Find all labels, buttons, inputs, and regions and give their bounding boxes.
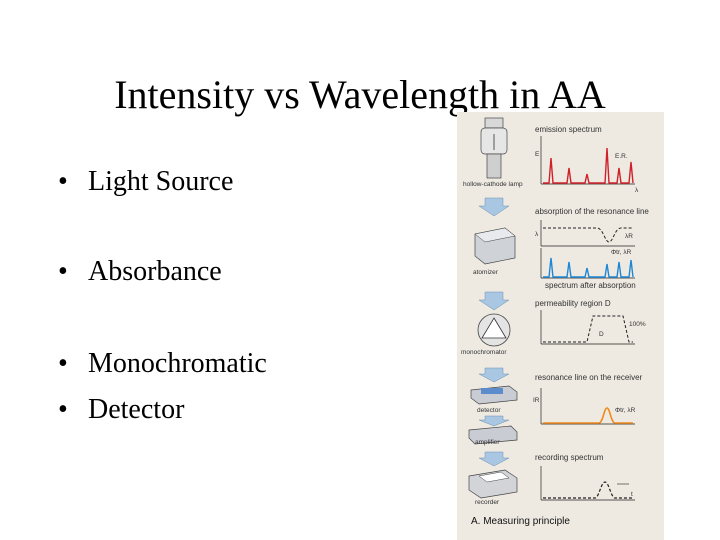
label-atomizer: atomizer (473, 269, 499, 276)
bullet-text: Detector (88, 394, 185, 425)
slide-title: Intensity vs Wavelength in AA (114, 72, 606, 117)
bullet-monochromatic: • Monochromatic (58, 347, 267, 381)
aa-measuring-principle-figure: hollow-cathode lamp atomizer monochromat… (457, 112, 664, 540)
label-phi-tr: Φtr, λR (611, 249, 632, 256)
panel-title-emission: emission spectrum (535, 125, 602, 134)
arrow-down-icon (478, 451, 510, 467)
bullet-absorbance: • Absorbance (58, 255, 222, 289)
axis-label-e: E (535, 151, 540, 158)
amplifier-icon (468, 425, 518, 445)
hollow-cathode-lamp-icon (480, 117, 508, 179)
label-er: E.R. (615, 153, 628, 160)
axis-label-ir: IR (533, 397, 540, 404)
recorder-icon (468, 469, 518, 499)
label-amplifier: amplifier (475, 439, 500, 446)
bullet-marker: • (58, 166, 68, 197)
bullet-detector: • Detector (58, 393, 184, 427)
panel-title-absorption: absorption of the resonance line (535, 207, 649, 216)
label-detector: detector (477, 407, 501, 414)
axis-label-lambda-2: λ (535, 231, 539, 238)
panel-title-receiver: resonance line on the receiver (535, 373, 643, 382)
label-recorder: recorder (475, 499, 500, 506)
bullet-light-source: • Light Source (58, 165, 233, 199)
arrow-down-icon (478, 197, 510, 217)
bullet-text: Light Source (88, 166, 234, 197)
arrow-down-icon (478, 291, 510, 311)
bullet-marker: • (58, 394, 68, 425)
label-100-percent: 100% (629, 321, 646, 328)
bullet-marker: • (58, 256, 68, 287)
panel-title-recording: recording spectrum (535, 453, 604, 462)
monochromator-icon (477, 313, 511, 347)
detector-icon (470, 385, 518, 405)
label-phi-tr-receiver: Φtr, λR (615, 407, 636, 414)
panel-title-after-absorption: spectrum after absorption (545, 281, 636, 290)
label-t: t (631, 491, 633, 498)
panel-title-permeability: permeability region D (535, 299, 611, 308)
bullet-text: Monochromatic (88, 348, 267, 379)
figure-drawing: hollow-cathode lamp atomizer monochromat… (461, 117, 649, 527)
figure-caption: A. Measuring principle (471, 516, 570, 527)
axis-label-lambda: λ (635, 187, 639, 194)
atomizer-icon (474, 227, 516, 265)
label-hollow-cathode-lamp: hollow-cathode lamp (463, 181, 523, 188)
label-d: D (599, 331, 604, 338)
label-monochromator: monochromator (461, 349, 507, 356)
bullet-text: Absorbance (88, 256, 222, 287)
arrow-down-icon (478, 415, 510, 427)
label-lambda-r: λR (625, 233, 633, 240)
arrow-down-icon (478, 367, 510, 383)
bullet-marker: • (58, 348, 68, 379)
